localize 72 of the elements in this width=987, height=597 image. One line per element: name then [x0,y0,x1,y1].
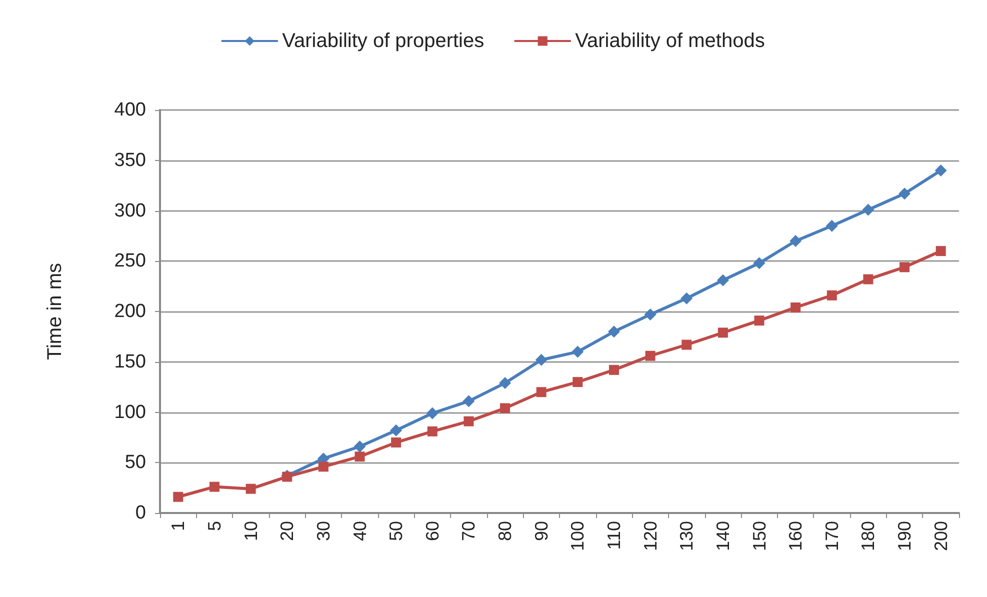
point [936,246,946,256]
x-tick-label: 100 [568,521,588,552]
y-tick-label: 300 [114,200,146,222]
y-tick-label: 100 [114,402,146,423]
point [572,346,584,358]
legend-label: Variability of methods [575,30,765,52]
point [790,234,802,247]
point [644,308,656,321]
x-tick-label: 200 [930,521,951,552]
x-tick-label: 170 [822,521,842,552]
y-axis-title: Time in ms [44,262,66,360]
point [427,426,438,436]
point [716,274,729,286]
point [863,274,874,284]
point [900,262,910,272]
x-tick-label: 180 [858,521,878,552]
point [826,290,837,300]
y-tick-label: 50 [124,452,146,474]
point [645,350,656,361]
point [862,204,874,216]
point [608,326,620,338]
x-tick-label: 60 [422,521,442,542]
point [499,377,512,390]
point [209,482,220,492]
x-tick-label: 70 [458,521,479,542]
point [754,316,764,326]
y-tick-label: 0 [135,502,146,524]
x-tick-label: 30 [313,521,334,542]
x-tick-label: 110 [604,521,624,550]
y-tick-label: 150 [114,351,146,372]
point [934,164,947,176]
x-tick-label: 120 [640,521,660,552]
point [462,395,475,408]
point [390,424,402,436]
point [354,452,365,462]
point [682,340,692,350]
x-tick-label: 40 [350,521,370,542]
x-tick-label: 5 [204,521,224,532]
point [608,364,619,375]
x-tick-label: 1 [168,521,188,532]
x-tick-label: 80 [495,521,516,542]
x-tick-label: 10 [240,521,261,542]
x-tick-label: 150 [749,521,770,552]
point [318,462,328,472]
point [898,188,911,200]
x-tick-label: 140 [712,521,733,552]
x-tick-label: 20 [277,521,298,542]
point [826,220,838,232]
point [680,292,693,304]
y-tick-label: 250 [114,250,146,272]
point [753,257,766,270]
point [464,416,474,426]
x-tick-label: 130 [676,521,697,552]
y-tick-label: 350 [114,150,146,171]
point [354,440,366,453]
point [391,437,402,448]
x-tick-label: 50 [386,521,406,542]
point [790,302,801,312]
point [173,492,184,502]
point [572,377,583,388]
point [426,407,438,420]
point [500,403,510,414]
x-tick-label: 190 [894,521,915,552]
x-tick-label: 90 [531,521,552,542]
point [246,484,256,494]
point [536,387,546,398]
point [718,328,728,338]
legend-label: Variability of properties [282,30,484,52]
y-tick-label: 400 [114,100,146,120]
y-tick-label: 200 [114,301,146,322]
point [535,354,548,366]
x-tick-label: 160 [786,521,806,552]
